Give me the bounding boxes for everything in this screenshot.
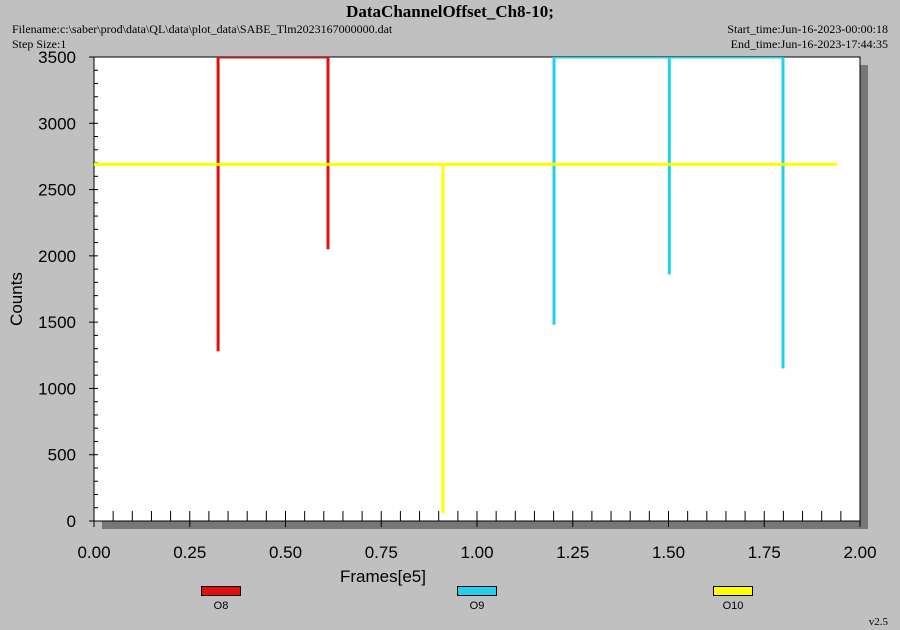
x-tick-label: 2.00 xyxy=(843,543,876,562)
x-tick-label: 0.25 xyxy=(173,543,206,562)
plot-area xyxy=(93,56,861,522)
legend-label-o10: O10 xyxy=(722,600,744,612)
x-tick-label: 1.50 xyxy=(652,543,685,562)
x-tick-label: 0.00 xyxy=(77,543,110,562)
series-group xyxy=(94,57,837,513)
x-tick-label: 1.75 xyxy=(748,543,781,562)
series-line-o8 xyxy=(216,57,330,352)
version-label: v2.5 xyxy=(868,616,888,628)
y-tick-label: 0 xyxy=(67,512,76,531)
filename-label: Filename:c:\saber\prod\data\QL\data\plot… xyxy=(12,22,393,36)
legend-label-o9: O9 xyxy=(469,600,485,612)
y-tick-label: 1500 xyxy=(38,313,76,332)
series-line-o10 xyxy=(94,162,837,513)
y-tick-label: 1000 xyxy=(38,379,76,398)
y-tick-label: 3500 xyxy=(38,48,76,67)
legend-swatch-o9 xyxy=(457,586,497,596)
y-axis-label: Counts xyxy=(7,272,26,326)
legend-swatch-o8 xyxy=(201,586,241,596)
end-time-label: End_time:Jun-16-2023-17:44:35 xyxy=(730,37,888,51)
y-tick-label: 2500 xyxy=(38,181,76,200)
step-size-label: Step Size:1 xyxy=(12,37,67,51)
legend-swatch-o10 xyxy=(713,586,753,596)
y-tick-label: 3000 xyxy=(38,114,76,133)
y-tick-label: 500 xyxy=(48,446,76,465)
x-tick-label: 1.00 xyxy=(460,543,493,562)
x-tick-label: 0.75 xyxy=(365,543,398,562)
chart-title: DataChannelOffset_Ch8-10; xyxy=(346,2,554,21)
y-tick-label: 2000 xyxy=(38,247,76,266)
x-tick-label: 1.25 xyxy=(556,543,589,562)
x-axis-label: Frames[e5] xyxy=(340,567,426,586)
legend-label-o8: O8 xyxy=(213,600,229,612)
x-tick-label: 0.50 xyxy=(269,543,302,562)
start-time-label: Start_time:Jun-16-2023-00:00:18 xyxy=(727,22,888,36)
series-line-o9 xyxy=(552,57,785,369)
